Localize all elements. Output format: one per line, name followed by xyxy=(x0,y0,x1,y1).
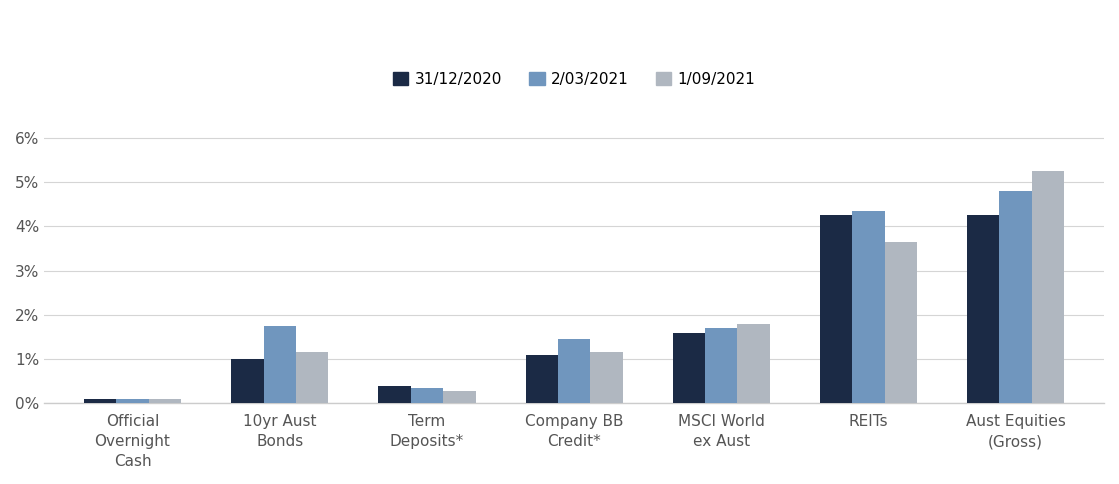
Bar xyxy=(84,399,116,403)
Bar xyxy=(116,399,149,403)
Bar xyxy=(967,215,999,403)
Bar xyxy=(378,386,411,403)
Bar xyxy=(737,324,770,403)
Bar xyxy=(149,399,181,403)
Bar xyxy=(673,333,705,403)
Bar xyxy=(443,391,476,403)
Bar xyxy=(1032,171,1064,403)
Bar xyxy=(411,388,443,403)
Bar xyxy=(232,359,264,403)
Bar xyxy=(558,339,591,403)
Bar xyxy=(853,211,885,403)
Bar xyxy=(295,352,328,403)
Bar xyxy=(885,242,918,403)
Bar xyxy=(705,328,737,403)
Bar xyxy=(264,326,295,403)
Legend: 31/12/2020, 2/03/2021, 1/09/2021: 31/12/2020, 2/03/2021, 1/09/2021 xyxy=(387,66,761,93)
Bar xyxy=(820,215,853,403)
Bar xyxy=(999,191,1032,403)
Bar xyxy=(526,355,558,403)
Bar xyxy=(591,352,622,403)
